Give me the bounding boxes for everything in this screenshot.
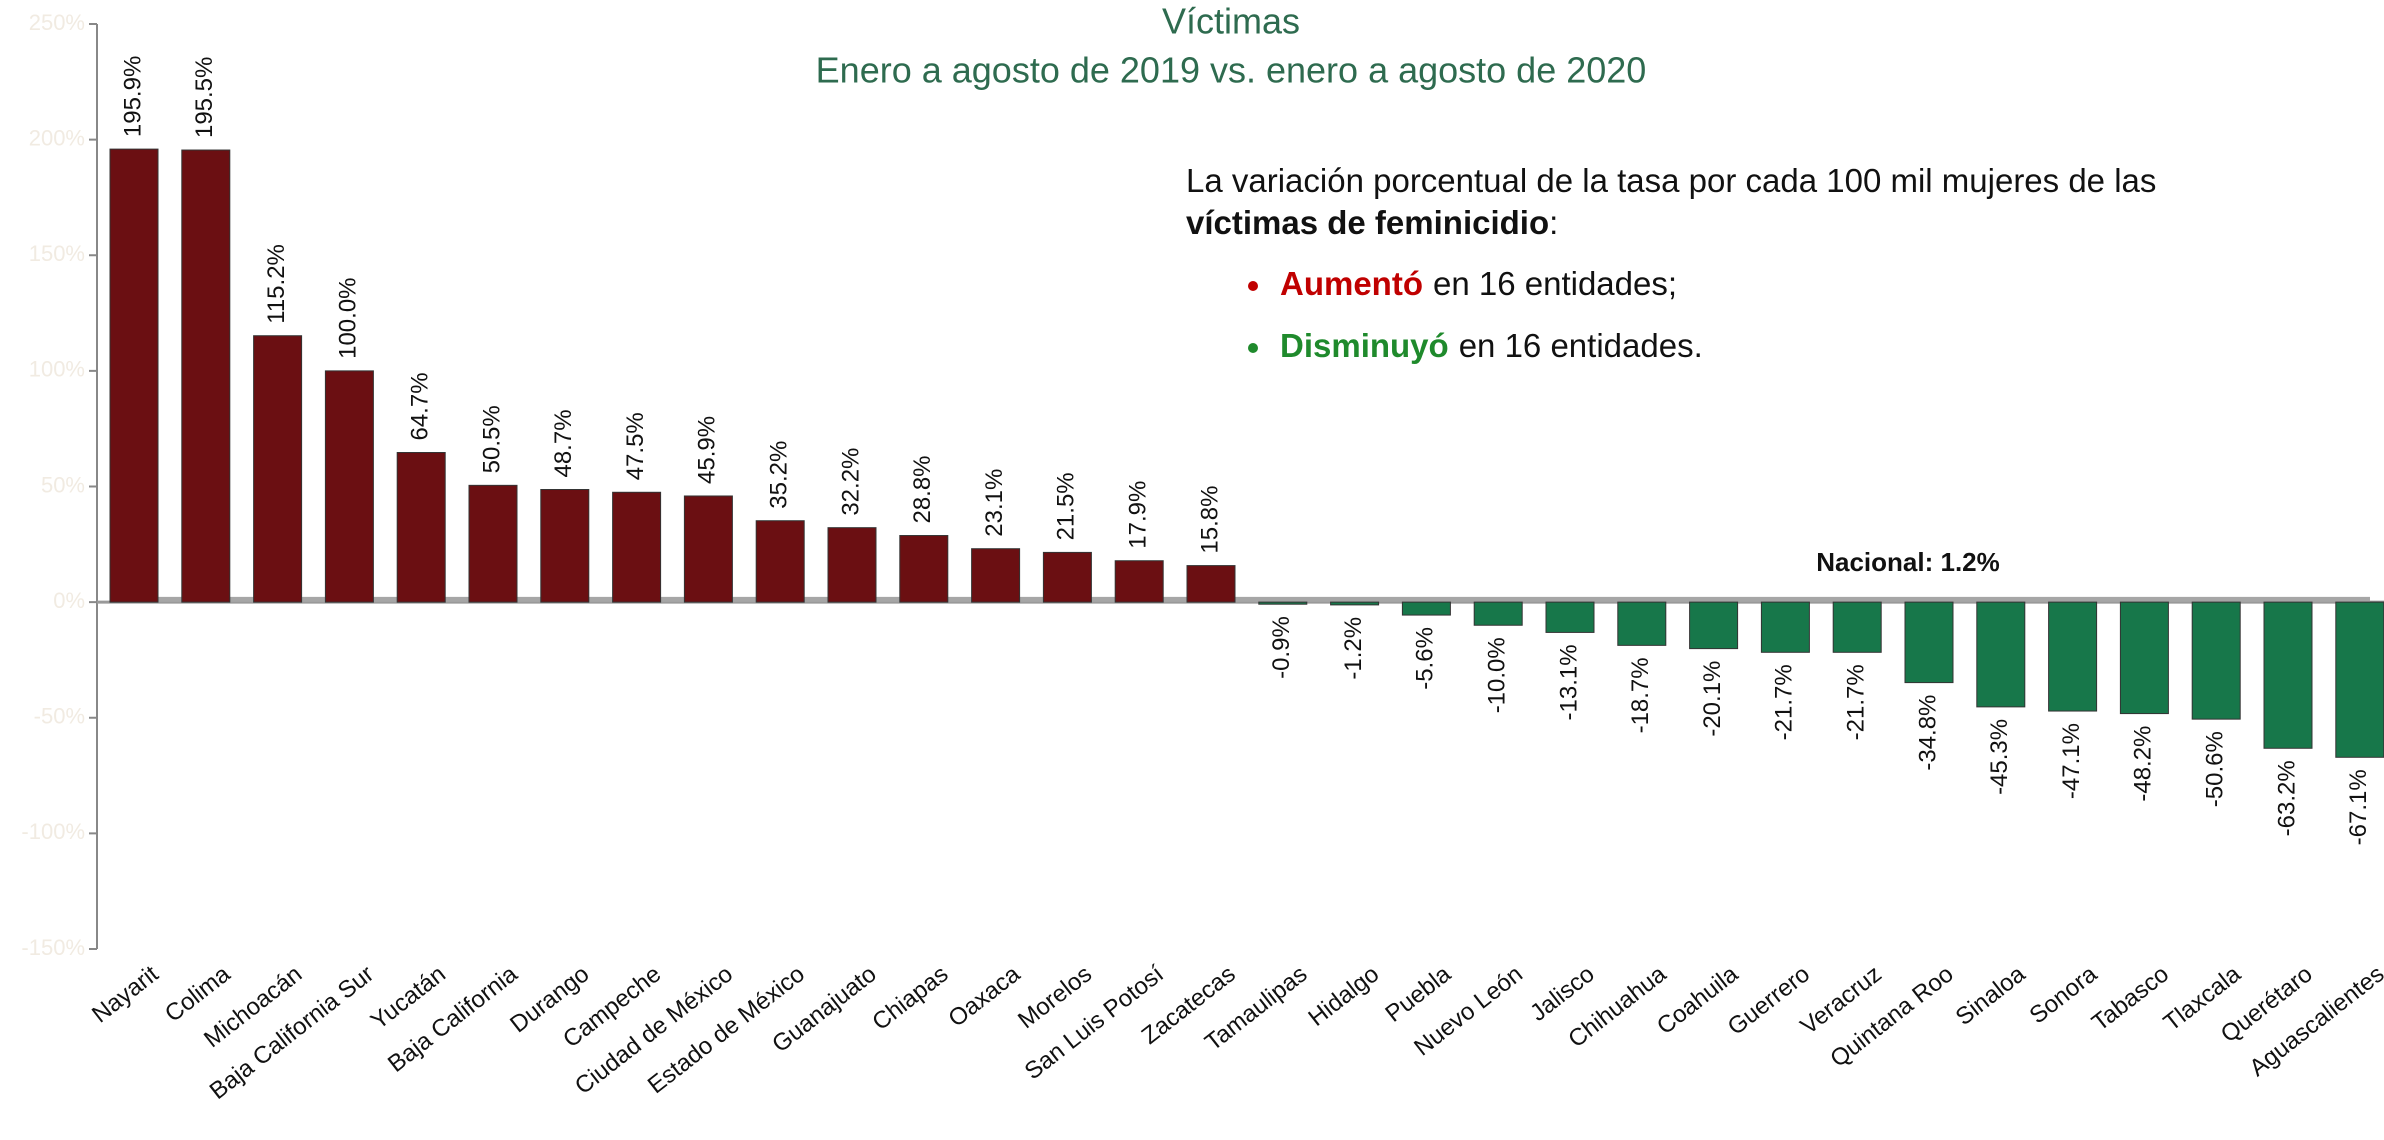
bar [1474, 602, 1522, 625]
y-tick-label: -150% [21, 935, 85, 960]
value-label: 17.9% [1125, 481, 1152, 549]
value-label: -21.7% [1843, 664, 1870, 740]
bullet-strong: Disminuyó [1280, 327, 1449, 364]
value-label: -0.9% [1268, 616, 1295, 679]
bar [1618, 602, 1666, 645]
value-label: 23.1% [981, 469, 1008, 537]
value-label: -20.1% [1699, 661, 1726, 737]
bullet-text: en 16 entidades. [1459, 327, 1703, 364]
y-tick-label: 150% [29, 241, 85, 266]
value-label: 100.0% [335, 277, 362, 358]
x-tick-label: Hidalgo [1303, 960, 1384, 1031]
value-label: -48.2% [2130, 726, 2157, 802]
value-label: -21.7% [1771, 664, 1798, 740]
note-tail: : [1549, 204, 1558, 241]
bar [1905, 602, 1953, 682]
value-label: -10.0% [1484, 637, 1511, 713]
bullet: Aumentó en 16 entidades; [1248, 265, 1677, 303]
bullet-text: en 16 entidades; [1433, 265, 1677, 302]
bar [1187, 566, 1235, 603]
value-label: -50.6% [2202, 731, 2229, 807]
note: La variación porcentual de la tasa por c… [1186, 160, 2156, 244]
bullet-strong: Aumentó [1280, 265, 1423, 302]
value-label: -34.8% [1914, 695, 1941, 771]
value-label: 195.5% [191, 57, 218, 138]
y-tick-label: -50% [34, 704, 85, 729]
value-label: -67.1% [2345, 769, 2372, 845]
value-label: 115.2% [263, 244, 290, 324]
x-tick-label: Tabasco [2087, 960, 2174, 1036]
y-tick-label: 100% [29, 357, 85, 382]
y-tick-label: -100% [21, 819, 85, 844]
y-tick-label: 250% [29, 10, 85, 35]
bullet-dot [1248, 281, 1258, 291]
bar [2049, 602, 2097, 711]
bar [1402, 602, 1450, 615]
value-label: -5.6% [1412, 627, 1439, 690]
bar [397, 453, 445, 603]
page: Víctimas Enero a agosto de 2019 vs. ener… [0, 0, 2384, 1140]
bar [684, 496, 732, 602]
y-tick-label: 50% [41, 472, 85, 497]
bar [1761, 602, 1809, 652]
x-tick-label: Guerrero [1723, 960, 1815, 1040]
bar [613, 492, 661, 602]
chart-subtitle: Enero a agosto de 2019 vs. enero a agost… [816, 50, 1647, 91]
value-label: 32.2% [837, 448, 864, 516]
bar [1977, 602, 2025, 707]
y-tick-label: 200% [29, 125, 85, 150]
bar [541, 490, 589, 603]
x-tick-label: Oaxaca [943, 960, 1025, 1033]
value-label: -1.2% [1340, 617, 1367, 680]
bar [1546, 602, 1594, 632]
bar [1259, 602, 1307, 604]
bar [110, 149, 158, 602]
chart-title: Víctimas [1162, 1, 1300, 42]
value-label: 45.9% [694, 416, 721, 484]
bar [2264, 602, 2312, 748]
value-label: -45.3% [1986, 719, 2013, 795]
bar [828, 528, 876, 602]
bar [2192, 602, 2240, 719]
note-bold: víctimas de feminicidio [1186, 204, 1549, 241]
value-label: 47.5% [622, 412, 649, 480]
value-label: -18.7% [1627, 657, 1654, 733]
value-label: -63.2% [2273, 760, 2300, 836]
bar [1833, 602, 1881, 652]
note-line: La variación porcentual de la tasa por c… [1186, 160, 2156, 202]
bar [2120, 602, 2168, 713]
bar [972, 549, 1020, 602]
bar [1115, 561, 1163, 602]
y-tick-label: 0% [53, 588, 85, 613]
value-label: 64.7% [407, 372, 434, 440]
bullet-dot [1248, 343, 1258, 353]
bar [1690, 602, 1738, 648]
bar [1331, 602, 1379, 605]
value-label: 15.8% [1196, 486, 1223, 554]
bar [182, 150, 230, 602]
value-label: -13.1% [1555, 644, 1582, 720]
bar [469, 485, 517, 602]
x-tick-label: Quintana Roo [1825, 960, 1958, 1072]
x-tick-label: Sinaloa [1951, 960, 2031, 1031]
x-tick-label: Baja California [383, 960, 523, 1078]
bar [254, 336, 302, 602]
note-line: víctimas de feminicidio: [1186, 202, 2156, 244]
bar [756, 521, 804, 602]
value-label: 195.9% [119, 56, 146, 137]
bar [2336, 602, 2384, 757]
x-tick-label: Chiapas [867, 960, 953, 1035]
value-label: 21.5% [1053, 472, 1080, 540]
value-label: 28.8% [909, 455, 936, 523]
bar [900, 536, 948, 603]
x-tick-label: Nayarit [87, 960, 164, 1028]
value-label: 35.2% [766, 441, 793, 509]
bar [1043, 552, 1091, 602]
value-label: 50.5% [478, 405, 505, 473]
value-label: 48.7% [550, 409, 577, 477]
reference-label: Nacional: 1.2% [1816, 547, 2000, 577]
bar [325, 371, 373, 602]
value-label: -47.1% [2058, 723, 2085, 799]
bullet: Disminuyó en 16 entidades. [1248, 327, 1703, 365]
